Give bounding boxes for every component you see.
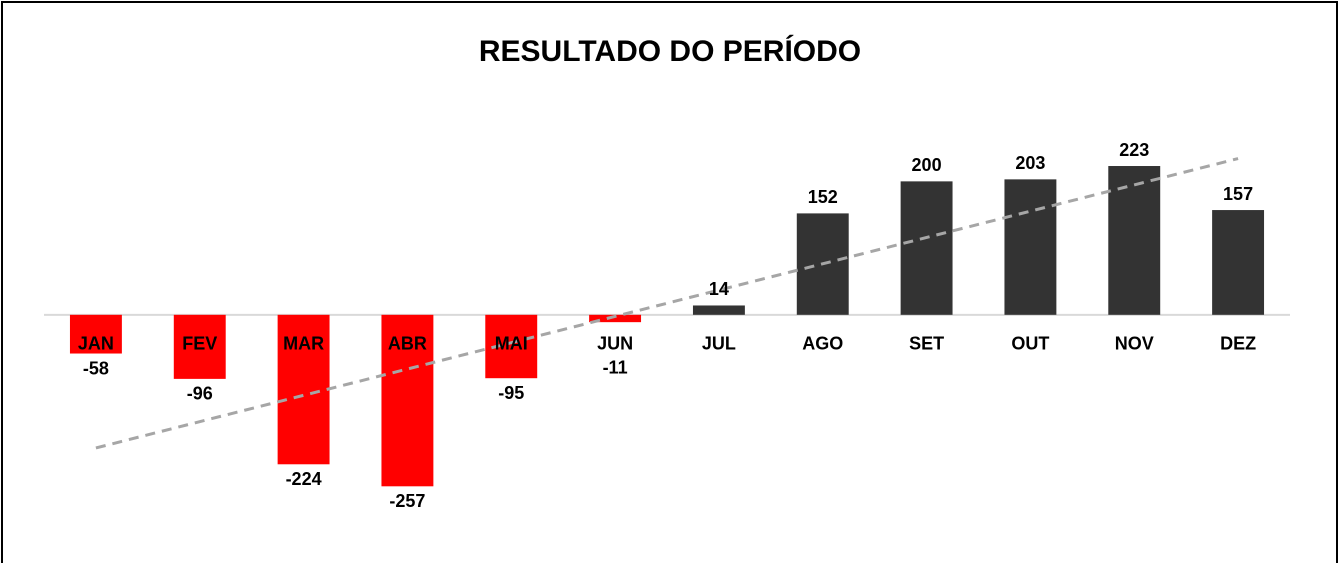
bar xyxy=(589,314,642,323)
x-tick-label: NOV xyxy=(1115,334,1154,354)
x-tick-label: MAR xyxy=(283,334,324,354)
x-tick-label: MAI xyxy=(495,334,528,354)
value-label: 223 xyxy=(1119,140,1149,160)
bar xyxy=(1212,210,1265,315)
x-tick-label: FEV xyxy=(182,334,217,354)
bar xyxy=(277,314,330,465)
bar xyxy=(69,314,122,354)
value-label: 152 xyxy=(808,187,838,207)
x-tick-label: JUL xyxy=(702,334,736,354)
x-tick-label: JUN xyxy=(597,334,633,354)
value-label: 157 xyxy=(1223,184,1253,204)
value-label: -95 xyxy=(498,383,524,403)
x-tick-label: JAN xyxy=(78,334,114,354)
value-label: -58 xyxy=(83,358,109,378)
value-label: 200 xyxy=(912,155,942,175)
value-label: 203 xyxy=(1015,153,1045,173)
bar xyxy=(1108,166,1161,315)
chart-title: RESULTADO DO PERÍODO xyxy=(479,34,861,68)
x-tick-label: AGO xyxy=(802,334,843,354)
value-label: -257 xyxy=(389,491,425,511)
value-label: -96 xyxy=(187,384,213,404)
value-label: -224 xyxy=(286,469,322,489)
bar xyxy=(900,181,953,315)
x-tick-label: ABR xyxy=(388,334,427,354)
value-label: -11 xyxy=(603,358,628,378)
x-tick-label: DEZ xyxy=(1220,334,1256,354)
bar xyxy=(173,314,226,379)
value-label: 14 xyxy=(709,279,729,299)
x-tick-label: OUT xyxy=(1011,334,1049,354)
bar xyxy=(692,305,745,315)
bar xyxy=(1004,179,1057,315)
trendline xyxy=(95,157,1239,450)
bar xyxy=(381,314,434,487)
x-tick-label: SET xyxy=(909,334,944,354)
